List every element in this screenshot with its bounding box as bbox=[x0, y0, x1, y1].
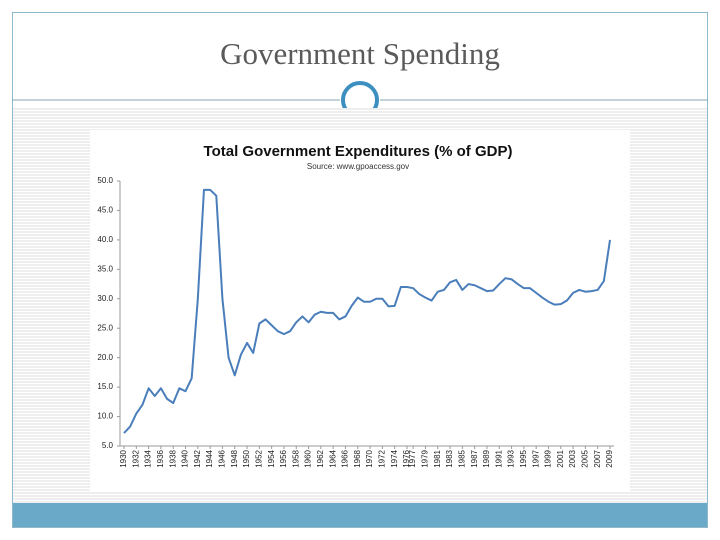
y-tick-label: 10.0 bbox=[97, 412, 113, 421]
x-tick-label: 1979 bbox=[421, 449, 430, 467]
x-tick-label: 1977 bbox=[408, 449, 417, 467]
x-tick-label: 1950 bbox=[242, 449, 251, 467]
x-tick-label: 1936 bbox=[156, 449, 165, 467]
x-tick-label: 2009 bbox=[605, 449, 614, 467]
x-tick-label: 1960 bbox=[304, 449, 313, 467]
y-tick-label: 50.0 bbox=[97, 176, 113, 185]
x-tick-label: 1934 bbox=[144, 449, 153, 467]
x-tick-label: 1946 bbox=[218, 449, 227, 467]
x-tick-label: 1968 bbox=[353, 449, 362, 467]
x-tick-label: 1952 bbox=[254, 449, 263, 467]
x-tick-label: 1974 bbox=[390, 449, 399, 467]
x-tick-label: 1987 bbox=[470, 449, 479, 467]
x-tick-label: 2007 bbox=[593, 449, 602, 467]
x-tick-label: 1958 bbox=[291, 449, 300, 467]
x-tick-label: 1985 bbox=[457, 449, 466, 467]
x-tick-label: 2003 bbox=[568, 449, 577, 467]
x-tick-label: 2005 bbox=[581, 449, 590, 467]
y-tick-label: 20.0 bbox=[97, 353, 113, 362]
y-tick-label: 30.0 bbox=[97, 294, 113, 303]
x-tick-label: 1970 bbox=[365, 449, 374, 467]
x-tick-label: 1983 bbox=[445, 449, 454, 467]
y-tick-label: 45.0 bbox=[97, 206, 113, 215]
x-tick-label: 1944 bbox=[205, 449, 214, 467]
x-tick-label: 1956 bbox=[279, 449, 288, 467]
x-tick-label: 1981 bbox=[433, 449, 442, 467]
x-tick-label: 1948 bbox=[230, 449, 239, 467]
y-tick-label: 15.0 bbox=[97, 382, 113, 391]
x-tick-label: 1942 bbox=[193, 449, 202, 467]
x-tick-label: 1938 bbox=[168, 449, 177, 467]
x-tick-label: 1976 bbox=[402, 449, 411, 467]
x-tick-label: 1993 bbox=[507, 449, 516, 467]
chart-area bbox=[90, 130, 630, 492]
x-tick-label: 1989 bbox=[482, 449, 491, 467]
x-tick-label: 1964 bbox=[328, 449, 337, 467]
x-tick-label: 1999 bbox=[544, 449, 553, 467]
chart-title: Total Government Expenditures (% of GDP) bbox=[204, 143, 513, 160]
x-tick-label: 1932 bbox=[131, 449, 140, 467]
x-tick-label: 1930 bbox=[119, 449, 128, 467]
x-tick-label: 1954 bbox=[267, 449, 276, 467]
x-tick-label: 1966 bbox=[341, 449, 350, 467]
chart-subtitle: Source: www.gpoaccess.gov bbox=[307, 162, 409, 171]
x-tick-label: 1995 bbox=[519, 449, 528, 467]
y-tick-label: 5.0 bbox=[102, 441, 114, 450]
slide-title: Government Spending bbox=[220, 36, 500, 71]
x-tick-label: 1962 bbox=[316, 449, 325, 467]
x-tick-label: 2001 bbox=[556, 449, 565, 467]
y-tick-label: 40.0 bbox=[97, 235, 113, 244]
data-line bbox=[123, 188, 611, 434]
x-tick-label: 1940 bbox=[181, 449, 190, 467]
x-tick-label: 1997 bbox=[531, 449, 540, 467]
x-tick-label: 1991 bbox=[494, 449, 503, 467]
y-tick-label: 25.0 bbox=[97, 323, 113, 332]
x-tick-label: 1972 bbox=[377, 449, 386, 467]
y-tick-label: 35.0 bbox=[97, 264, 113, 273]
footer-bar bbox=[13, 503, 707, 527]
